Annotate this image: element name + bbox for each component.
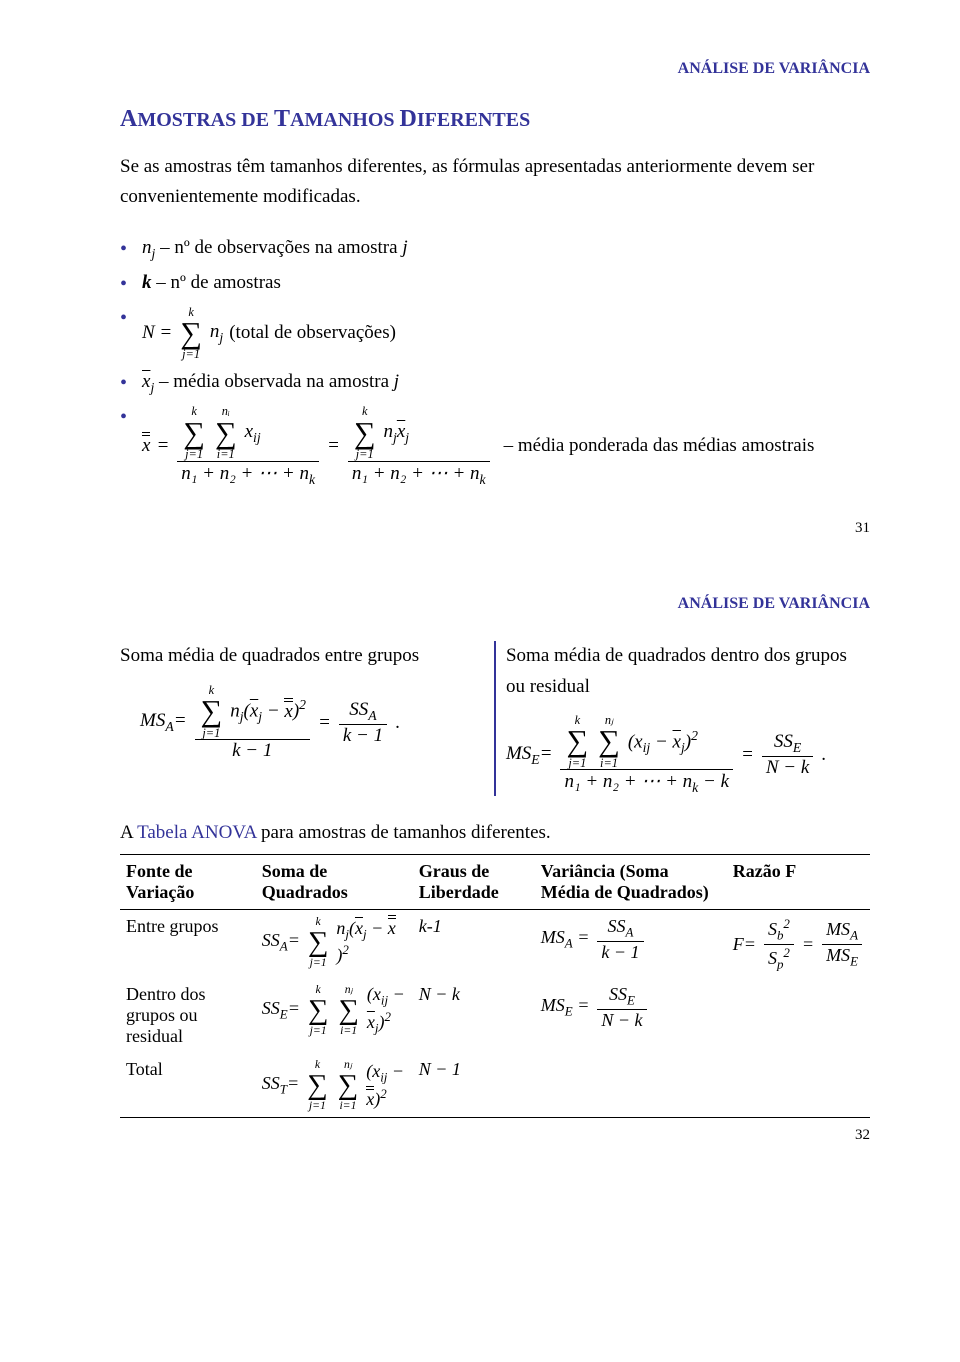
row-within-ss: SSE= k∑j=1 nⱼ∑i=1 (xij − xj)2 (256, 978, 413, 1053)
frac-grand-mean-2: k∑j=1 njxj n₁ + n₂ + ⋯ + nk (348, 405, 490, 487)
row-between-ss: SSA= k∑j=1 nj(xj − x)2 (256, 910, 413, 979)
col-right-msE: Soma média de quadrados dentro dos grupo… (506, 641, 870, 796)
row-within-source: Dentro dos grupos ou residual (120, 978, 256, 1053)
msE-title: Soma média de quadrados dentro dos grupo… (506, 641, 870, 702)
msA-title: Soma média de quadrados entre grupos (120, 641, 484, 671)
sum-symbol: k ∑ j=1 (180, 306, 202, 361)
col-left-msA: Soma média de quadrados entre grupos MSA… (120, 641, 484, 796)
bullet-xbar-j: • xj – média observada na amostra j (120, 371, 870, 396)
frac-grand-mean-1: k∑j=1 nᵢ∑i=1 xij n₁ + n₂ + ⋯ + nk (177, 405, 319, 487)
running-header-1: ANÁLISE DE VARIÂNCIA (120, 60, 870, 78)
running-header-2: ANÁLISE DE VARIÂNCIA (120, 595, 870, 613)
row-within-ms: MSE = SSE N − k (535, 978, 727, 1053)
bullet-dot-icon: • (120, 405, 142, 429)
row-between-f: F= Sb2 Sp2 = MSA MSE (727, 910, 870, 979)
row-total-df: N − 1 (413, 1053, 535, 1118)
intro-text: Se as amostras têm tamanhos diferentes, … (120, 152, 870, 213)
row-between-df: k-1 (413, 910, 535, 979)
bullet-dot-icon: • (120, 371, 142, 395)
anova-caption: A Tabela ANOVA para amostras de tamanhos… (120, 822, 870, 844)
th-source: Fonte de Variação (120, 855, 256, 910)
th-f: Razão F (727, 855, 870, 910)
row-between-ms: MSA = SSA k − 1 (535, 910, 727, 979)
definitions-list: • nj – nº de observações na amostra j • … (120, 237, 870, 488)
th-ss: Soma de Quadrados (256, 855, 413, 910)
page-number-1: 31 (855, 520, 870, 537)
row-between-source: Entre grupos (120, 910, 256, 979)
sym-k: k (142, 272, 152, 293)
anova-table: Fonte de Variação Soma de Quadrados Grau… (120, 854, 870, 1118)
bullet-dot-icon: • (120, 306, 142, 330)
bullet-dot-icon: • (120, 237, 142, 261)
bullet-dot-icon: • (120, 272, 142, 296)
page-1: ANÁLISE DE VARIÂNCIA AMOSTRAS DE TAMANHO… (0, 0, 960, 561)
column-divider (494, 641, 496, 796)
page-number-2: 32 (855, 1127, 870, 1144)
row-total-source: Total (120, 1053, 256, 1118)
bullet-grand-mean: • x = k∑j=1 nᵢ∑i=1 xij n₁ + n₂ + ⋯ + nk … (120, 405, 870, 487)
sym-nj: n (142, 237, 152, 258)
section-title: AMOSTRAS DE TAMANHOS DIFERENTES (120, 106, 870, 133)
bullet-nj: • nj – nº de observações na amostra j (120, 237, 870, 262)
row-within-df: N − k (413, 978, 535, 1053)
page-2: ANÁLISE DE VARIÂNCIA Soma média de quadr… (0, 561, 960, 1168)
two-column-formulas: Soma média de quadrados entre grupos MSA… (120, 641, 870, 796)
bullet-total-N: • N = k ∑ j=1 nj (total de observações) (120, 306, 870, 361)
th-df: Graus de Liberdade (413, 855, 535, 910)
row-total-ss: SST= k∑j=1 nⱼ∑i=1 (xij − x)2 (256, 1053, 413, 1118)
th-ms: Variância (Soma Média de Quadrados) (535, 855, 727, 910)
bullet-k: • k – nº de amostras (120, 272, 870, 296)
